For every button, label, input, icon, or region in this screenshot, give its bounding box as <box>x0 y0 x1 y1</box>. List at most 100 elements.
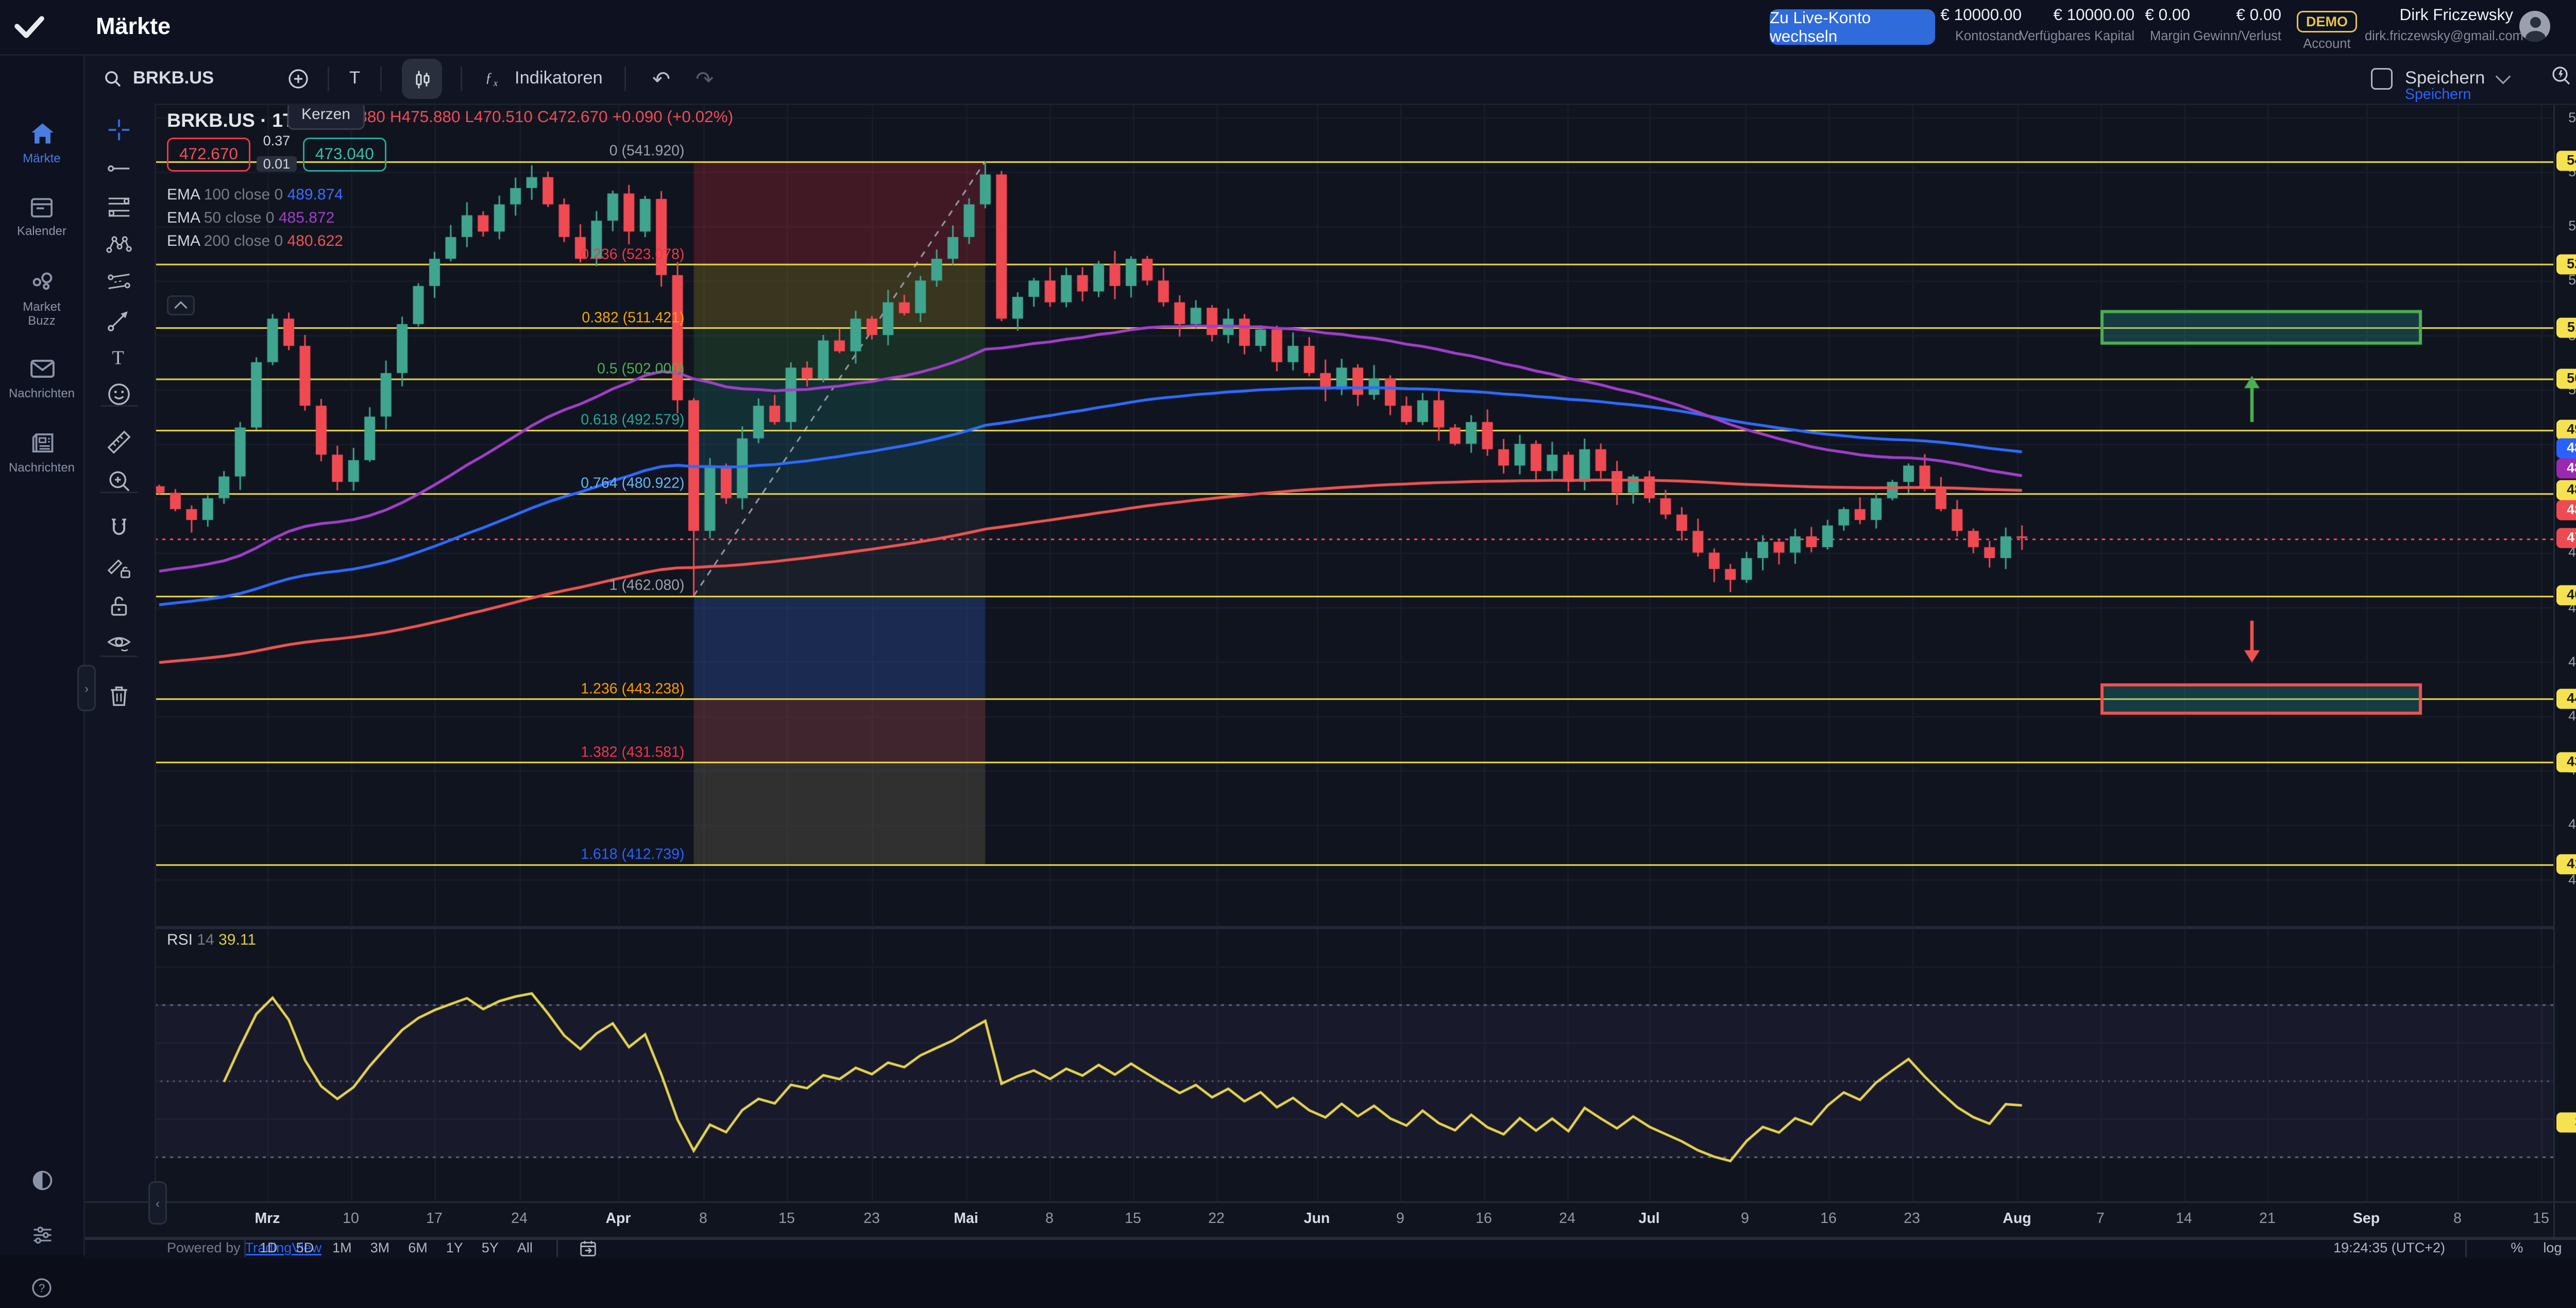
switch-live-account-button[interactable]: Zu Live-Konto wechseln <box>1770 9 1935 46</box>
fib-retracement-tool[interactable] <box>100 189 138 226</box>
fib-level-label: 1.382 (431.581) <box>581 744 685 761</box>
sidebar-help-button[interactable]: ? <box>0 1276 83 1308</box>
range-button-3m[interactable]: 3M <box>370 1240 390 1255</box>
emoji-tool[interactable] <box>100 376 138 413</box>
fib-level-label: 1 (462.080) <box>609 578 685 595</box>
price-axis-label: 420.000 <box>2568 817 2576 833</box>
range-button-5d[interactable]: 5D <box>296 1240 314 1255</box>
trading-app: Märkte Zu Live-Konto wechseln DEMO Accou… <box>0 6 2576 1298</box>
drawing-toolbar: T <box>83 104 156 1201</box>
symbol-search[interactable]: BRKB.US <box>102 54 214 104</box>
sidebar-item-label: Nachrichten <box>8 461 75 475</box>
chevron-down-icon[interactable] <box>2495 69 2511 85</box>
axis-settings-corner[interactable] <box>2553 1201 2576 1238</box>
sidebar-item-märkte[interactable]: Märkte <box>0 119 83 165</box>
lock-all-tool[interactable] <box>100 588 138 625</box>
indicator-legend-row[interactable]: EMA 100 close 0 489.874 <box>167 187 343 204</box>
indicator-legend-row[interactable]: EMA 200 close 0 480.622 <box>167 233 343 250</box>
rsi-axis-label: 30.00 <box>2555 1149 2576 1164</box>
hide-drawings-tool[interactable] <box>100 625 138 662</box>
price-axis-label: 410.000 <box>2568 871 2576 887</box>
save-area: Speichern <box>2371 54 2576 104</box>
ohlc-segment: H475.880 <box>389 108 461 127</box>
sell-button[interactable]: 472.670 <box>167 138 250 172</box>
range-button-all[interactable]: All <box>517 1240 533 1255</box>
sidebar-sliders-button[interactable] <box>0 1221 83 1255</box>
sidebar-item-nachrichten[interactable]: Nachrichten <box>0 428 83 475</box>
sidebar-item-market-buzz[interactable]: Market Buzz <box>0 267 83 328</box>
chart-legend: BRKB.US · 1T 3.880 H475.880 L470.510 C472.6… <box>167 104 733 315</box>
range-button-5y[interactable]: 5Y <box>481 1240 499 1255</box>
app-logo-icon[interactable] <box>11 9 48 54</box>
remove-drawings-tool[interactable] <box>100 677 138 714</box>
time-axis-label: 22 <box>1208 1211 1225 1228</box>
price-axis-badge: 502.000 <box>2556 368 2576 389</box>
time-axis-label: 14 <box>2176 1211 2192 1228</box>
zoom-in-tool[interactable] <box>100 462 138 499</box>
powered-by: Powered by TradingView <box>167 1238 321 1257</box>
quick-search-button[interactable] <box>2548 63 2573 95</box>
buy-button[interactable]: 473.040 <box>302 138 386 172</box>
tradingview-link[interactable]: TradingView <box>245 1240 322 1255</box>
quote-row: 472.670 0.37 0.01 473.040 <box>167 133 386 173</box>
time-axis-label: 23 <box>863 1211 880 1228</box>
price-axis-badge: 472.670 <box>2556 528 2576 548</box>
ruler-tool[interactable] <box>100 424 138 461</box>
bottom-panel-handle[interactable]: ‹ <box>148 1181 167 1225</box>
avatar[interactable] <box>2519 11 2550 42</box>
range-button-1m[interactable]: 1M <box>332 1240 352 1255</box>
undo-button[interactable]: ↶ <box>652 65 671 91</box>
sidebar-item-label: Market Buzz <box>23 300 61 328</box>
rsi-legend[interactable]: RSI 14 39.11 <box>167 932 256 949</box>
plus-circle-icon <box>289 69 308 89</box>
time-axis-label: 9 <box>1741 1211 1749 1228</box>
interval-button[interactable]: T <box>349 54 360 104</box>
stat-label: Gewinn/Verlust <box>2193 28 2281 43</box>
go-to-date-button[interactable] <box>578 1238 598 1257</box>
time-axis-label: 15 <box>1125 1211 1141 1228</box>
chart-type-button[interactable] <box>402 59 442 99</box>
save-button[interactable]: Speichern <box>2405 70 2485 88</box>
layout-icon[interactable] <box>2371 68 2393 90</box>
crosshair-tool[interactable] <box>100 111 138 148</box>
time-axis-label: 8 <box>699 1211 707 1228</box>
rsi-axis-label: 60.00 <box>2555 1035 2576 1050</box>
drawing-lock-tool[interactable] <box>100 549 138 586</box>
indicator-legend-row[interactable]: EMA 50 close 0 485.872 <box>167 210 335 227</box>
trend-line-tool[interactable] <box>100 150 138 187</box>
price-chart-canvas[interactable] <box>155 104 2553 1201</box>
chart-area[interactable]: 0 (541.920) 0.236 (523.078) 0.382 (511.421… <box>155 104 2553 1201</box>
range-button-1d[interactable]: 1D <box>260 1240 278 1255</box>
arrow-marker-tool[interactable] <box>100 301 138 339</box>
scale-button-%[interactable]: % <box>2511 1240 2523 1255</box>
xabcd-pattern-tool[interactable] <box>100 226 138 263</box>
scale-button-log[interactable]: log <box>2543 1240 2562 1255</box>
user-email: dirk.friczewsky@gmail.com <box>2365 28 2523 43</box>
price-axis[interactable]: 550.000540.000530.000520.000510.000500.0… <box>2553 104 2576 1201</box>
text-tool-tool[interactable]: T <box>100 339 138 376</box>
sidebar-item-kalender[interactable]: Kalender <box>0 193 83 238</box>
sidebar-item-nachrichten[interactable]: Nachrichten <box>0 354 83 400</box>
clock[interactable]: 19:24:35 (UTC+2) <box>2333 1240 2445 1255</box>
toolbar-expand-handle[interactable]: › <box>77 665 96 711</box>
range-button-1y[interactable]: 1Y <box>446 1240 463 1255</box>
price-axis-badge: 412.739 <box>2556 854 2576 875</box>
parallel-channel-tool[interactable] <box>100 263 138 300</box>
time-axis-label: 9 <box>1396 1211 1404 1228</box>
magnet-tool[interactable] <box>100 510 138 547</box>
range-button-6m[interactable]: 6M <box>408 1240 428 1255</box>
time-axis[interactable]: Mrz 10 17 24 Apr 8 15 23 Mai 8 15 22 Jun 9 16 24 Jul 9 16 2… <box>83 1201 2553 1238</box>
legend-collapse-button[interactable] <box>167 295 195 315</box>
legend-symbol-title[interactable]: BRKB.US · 1T <box>167 110 295 131</box>
compare-button[interactable] <box>286 54 311 104</box>
stat-label: Margin <box>2150 28 2190 43</box>
user-info[interactable]: Dirk Friczewsky dirk.friczewsky@gmail.co… <box>2365 6 2523 43</box>
stat-value: € 10000.00 <box>1940 6 2022 25</box>
redo-button[interactable]: ↷ <box>696 65 714 91</box>
powered-by-text: Powered by <box>167 1240 241 1255</box>
user-name: Dirk Friczewsky <box>2399 6 2514 25</box>
fib-level-label: 0 (541.920) <box>609 143 685 161</box>
sidebar-contrast-button[interactable] <box>0 1167 83 1201</box>
mail-icon <box>0 354 83 383</box>
